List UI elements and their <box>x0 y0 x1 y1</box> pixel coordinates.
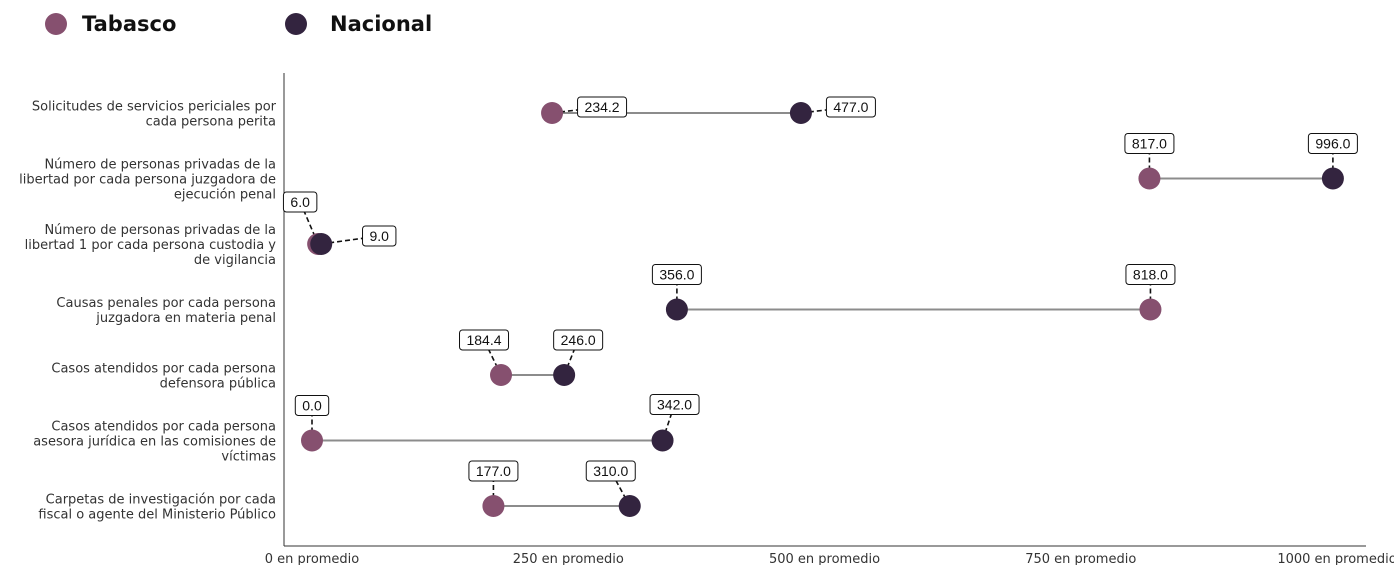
value-label-box <box>459 329 510 351</box>
value-label-box <box>585 460 636 482</box>
value-label-text: 177.0 <box>476 463 511 479</box>
value-label-nacional-7: 310.0 <box>585 460 636 507</box>
legend-label-tabasco: Tabasco <box>82 12 176 36</box>
value-label-text: 9.0 <box>369 228 389 244</box>
value-callouts: 234.2 477.0 817.0 996.0 6.0 9.0 818.0 356.0 184.… <box>282 96 1358 507</box>
dot-tabasco-2 <box>1138 167 1161 190</box>
value-label-tabasco-3: 6.0 <box>282 191 319 245</box>
value-label-box <box>294 395 330 416</box>
value-label-text: 356.0 <box>659 267 694 283</box>
category-label-2: Número de personas privadas de la liberta… <box>19 158 276 203</box>
legend-marker-tabasco <box>45 13 67 35</box>
value-label-text: 246.0 <box>561 332 596 348</box>
value-label-nacional-6: 342.0 <box>649 394 700 441</box>
value-label-nacional-1: 477.0 <box>800 96 876 118</box>
value-label-box <box>1124 133 1175 154</box>
value-label-text: 310.0 <box>593 463 628 479</box>
value-label-text: 234.2 <box>585 99 620 115</box>
dot-nacional-6 <box>651 429 674 452</box>
leader-line <box>303 211 319 245</box>
dot-tabasco-6 <box>301 429 323 452</box>
dot-nacional-2 <box>1321 167 1344 190</box>
value-label-tabasco-2: 817.0 <box>1124 133 1175 179</box>
category-labels: Solicitudes de servicios periciales por c… <box>19 100 277 523</box>
value-label-tabasco-6: 0.0 <box>294 395 330 441</box>
value-label-box <box>651 264 702 285</box>
value-label-box <box>1125 264 1176 285</box>
x-axis-ticks: 0 en promedio 250 en promedio 500 en prome… <box>265 552 1394 565</box>
legend: Tabasco Nacional <box>45 12 432 36</box>
dot-tabasco-4 <box>1139 298 1162 321</box>
category-label-1: Solicitudes de servicios periciales por c… <box>32 100 277 130</box>
category-label-4: Causas penales por cada persona juzgadora… <box>56 296 276 326</box>
value-label-box <box>825 96 876 118</box>
leader-line <box>321 237 363 245</box>
value-label-text: 477.0 <box>833 99 868 115</box>
value-label-box <box>282 191 318 213</box>
value-label-box <box>362 225 397 247</box>
x-tick-label-500: 500 en promedio <box>769 552 880 565</box>
value-label-nacional-2: 996.0 <box>1307 133 1358 179</box>
value-label-text: 184.4 <box>466 332 501 348</box>
value-label-text: 996.0 <box>1315 136 1350 152</box>
value-label-box <box>468 460 519 482</box>
x-tick-label-750: 750 en promedio <box>1025 552 1136 565</box>
legend-label-nacional: Nacional <box>330 12 432 36</box>
dot-tabasco-1 <box>541 102 564 124</box>
dots <box>301 102 1344 517</box>
category-label-6: Casos atendidos por cada persona asesora … <box>33 420 276 465</box>
dot-nacional-5 <box>553 364 576 386</box>
x-tick-label-0: 0 en promedio <box>265 552 360 565</box>
value-label-text: 0.0 <box>302 398 322 414</box>
value-label-tabasco-4: 818.0 <box>1125 264 1176 310</box>
category-label-3: Número de personas privadas de la liberta… <box>25 223 277 268</box>
legend-marker-nacional <box>285 13 307 35</box>
dot-nacional-1 <box>789 102 812 124</box>
dot-tabasco-7 <box>482 495 505 517</box>
connectors <box>312 112 1333 507</box>
value-label-tabasco-1: 234.2 <box>551 96 628 118</box>
value-label-box <box>1307 133 1358 154</box>
dot-nacional-3 <box>310 233 333 255</box>
x-tick-label-1000: 1000 en promedio <box>1277 552 1394 565</box>
value-label-text: 6.0 <box>290 194 310 210</box>
value-label-box <box>553 329 604 351</box>
value-label-text: 817.0 <box>1132 136 1167 152</box>
value-label-text: 818.0 <box>1133 267 1168 283</box>
value-label-text: 342.0 <box>657 397 692 413</box>
x-tick-label-250: 250 en promedio <box>513 552 624 565</box>
dot-tabasco-5 <box>490 364 513 386</box>
value-label-nacional-3: 9.0 <box>321 225 397 247</box>
dot-nacional-7 <box>618 495 641 517</box>
value-label-nacional-4: 356.0 <box>651 264 702 310</box>
value-label-box <box>577 96 628 118</box>
value-label-box <box>649 394 700 415</box>
category-label-7: Carpetas de investigación por cada fiscal… <box>38 493 276 523</box>
dot-nacional-4 <box>665 298 688 321</box>
category-label-5: Casos atendidos por cada persona defensor… <box>51 362 276 392</box>
